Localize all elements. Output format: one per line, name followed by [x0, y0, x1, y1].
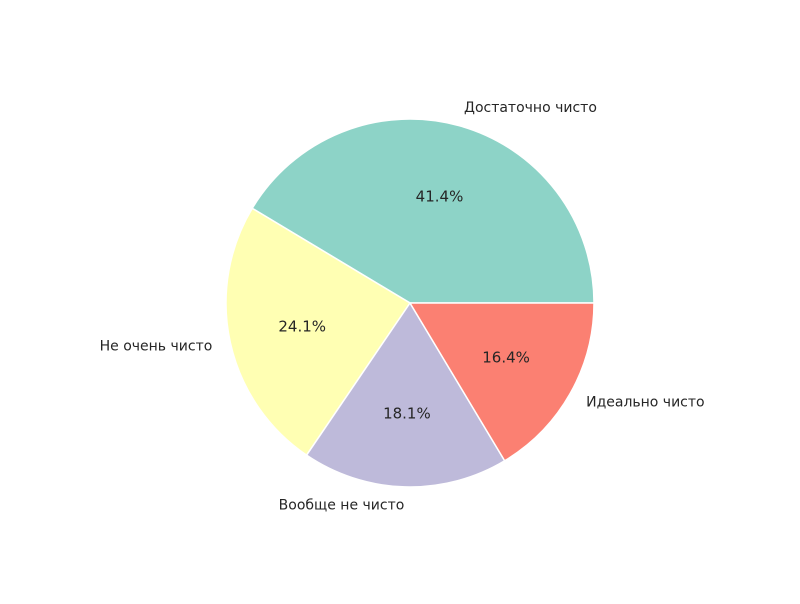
pie-labels: 41.4% Достаточно чисто 24.1% Не очень чисто…	[100, 100, 705, 513]
pie-category-label: Достаточно чисто	[464, 100, 597, 116]
pie-percent-label: 16.4%	[482, 348, 530, 366]
pie-slices	[225, 118, 595, 488]
pie-category-label: Идеально чисто	[586, 395, 705, 411]
pie-percent-label: 24.1%	[278, 318, 326, 336]
pie-slice-1	[251, 118, 595, 304]
pie-category-label: Не очень чисто	[100, 339, 213, 355]
pie-percent-label: 18.1%	[383, 404, 431, 422]
pie-percent-label: 41.4%	[416, 188, 464, 206]
pie-slice-4	[409, 302, 595, 462]
pie-slice-3	[305, 302, 506, 488]
pie-slice-2	[225, 207, 411, 456]
pie-category-label: Вообще не чисто	[279, 497, 405, 513]
